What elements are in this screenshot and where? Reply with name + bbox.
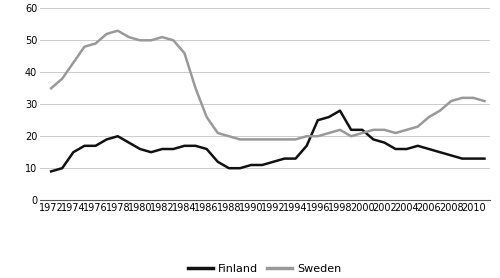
Sweden xyxy=(82,45,87,48)
Sweden xyxy=(70,61,76,64)
Finland xyxy=(326,115,332,119)
Finland xyxy=(48,170,54,173)
Finland xyxy=(204,147,210,151)
Sweden xyxy=(192,87,198,90)
Sweden xyxy=(415,125,421,128)
Finland xyxy=(359,128,365,131)
Finland xyxy=(404,147,409,151)
Sweden xyxy=(237,138,243,141)
Finland xyxy=(426,147,432,151)
Finland xyxy=(70,151,76,154)
Sweden xyxy=(304,135,310,138)
Sweden xyxy=(282,138,288,141)
Sweden xyxy=(326,131,332,135)
Finland xyxy=(415,144,421,147)
Finland xyxy=(282,157,288,160)
Sweden xyxy=(104,32,110,36)
Finland xyxy=(92,144,98,147)
Finland xyxy=(304,144,310,147)
Finland xyxy=(215,160,221,163)
Finland xyxy=(248,163,254,167)
Sweden xyxy=(392,131,398,135)
Finland xyxy=(259,163,265,167)
Finland xyxy=(137,147,143,151)
Sweden xyxy=(448,100,454,103)
Line: Sweden: Sweden xyxy=(51,31,484,140)
Finland xyxy=(270,160,276,163)
Sweden xyxy=(382,128,388,131)
Sweden xyxy=(126,36,132,39)
Sweden xyxy=(148,39,154,42)
Sweden xyxy=(359,131,365,135)
Finland xyxy=(437,151,443,154)
Finland xyxy=(392,147,398,151)
Sweden xyxy=(426,115,432,119)
Sweden xyxy=(404,128,409,131)
Finland xyxy=(104,138,110,141)
Finland xyxy=(126,141,132,144)
Sweden xyxy=(159,36,165,39)
Finland xyxy=(459,157,465,160)
Finland xyxy=(337,109,343,112)
Sweden xyxy=(59,77,65,80)
Sweden xyxy=(437,109,443,112)
Sweden xyxy=(470,96,476,100)
Finland xyxy=(159,147,165,151)
Finland xyxy=(115,135,121,138)
Sweden xyxy=(482,100,488,103)
Finland xyxy=(237,167,243,170)
Finland xyxy=(470,157,476,160)
Finland xyxy=(292,157,298,160)
Legend: Finland, Sweden: Finland, Sweden xyxy=(184,259,346,278)
Finland xyxy=(370,138,376,141)
Sweden xyxy=(348,135,354,138)
Sweden xyxy=(292,138,298,141)
Finland xyxy=(170,147,176,151)
Line: Finland: Finland xyxy=(51,111,484,171)
Finland xyxy=(226,167,232,170)
Sweden xyxy=(226,135,232,138)
Sweden xyxy=(459,96,465,100)
Finland xyxy=(148,151,154,154)
Sweden xyxy=(115,29,121,33)
Sweden xyxy=(270,138,276,141)
Sweden xyxy=(315,135,321,138)
Sweden xyxy=(259,138,265,141)
Finland xyxy=(348,128,354,131)
Sweden xyxy=(204,115,210,119)
Sweden xyxy=(337,128,343,131)
Finland xyxy=(482,157,488,160)
Finland xyxy=(448,154,454,157)
Finland xyxy=(382,141,388,144)
Sweden xyxy=(137,39,143,42)
Sweden xyxy=(48,87,54,90)
Finland xyxy=(82,144,87,147)
Sweden xyxy=(215,131,221,135)
Sweden xyxy=(182,51,188,55)
Sweden xyxy=(92,42,98,45)
Finland xyxy=(315,118,321,122)
Finland xyxy=(182,144,188,147)
Finland xyxy=(192,144,198,147)
Sweden xyxy=(170,39,176,42)
Sweden xyxy=(370,128,376,131)
Finland xyxy=(59,167,65,170)
Sweden xyxy=(248,138,254,141)
